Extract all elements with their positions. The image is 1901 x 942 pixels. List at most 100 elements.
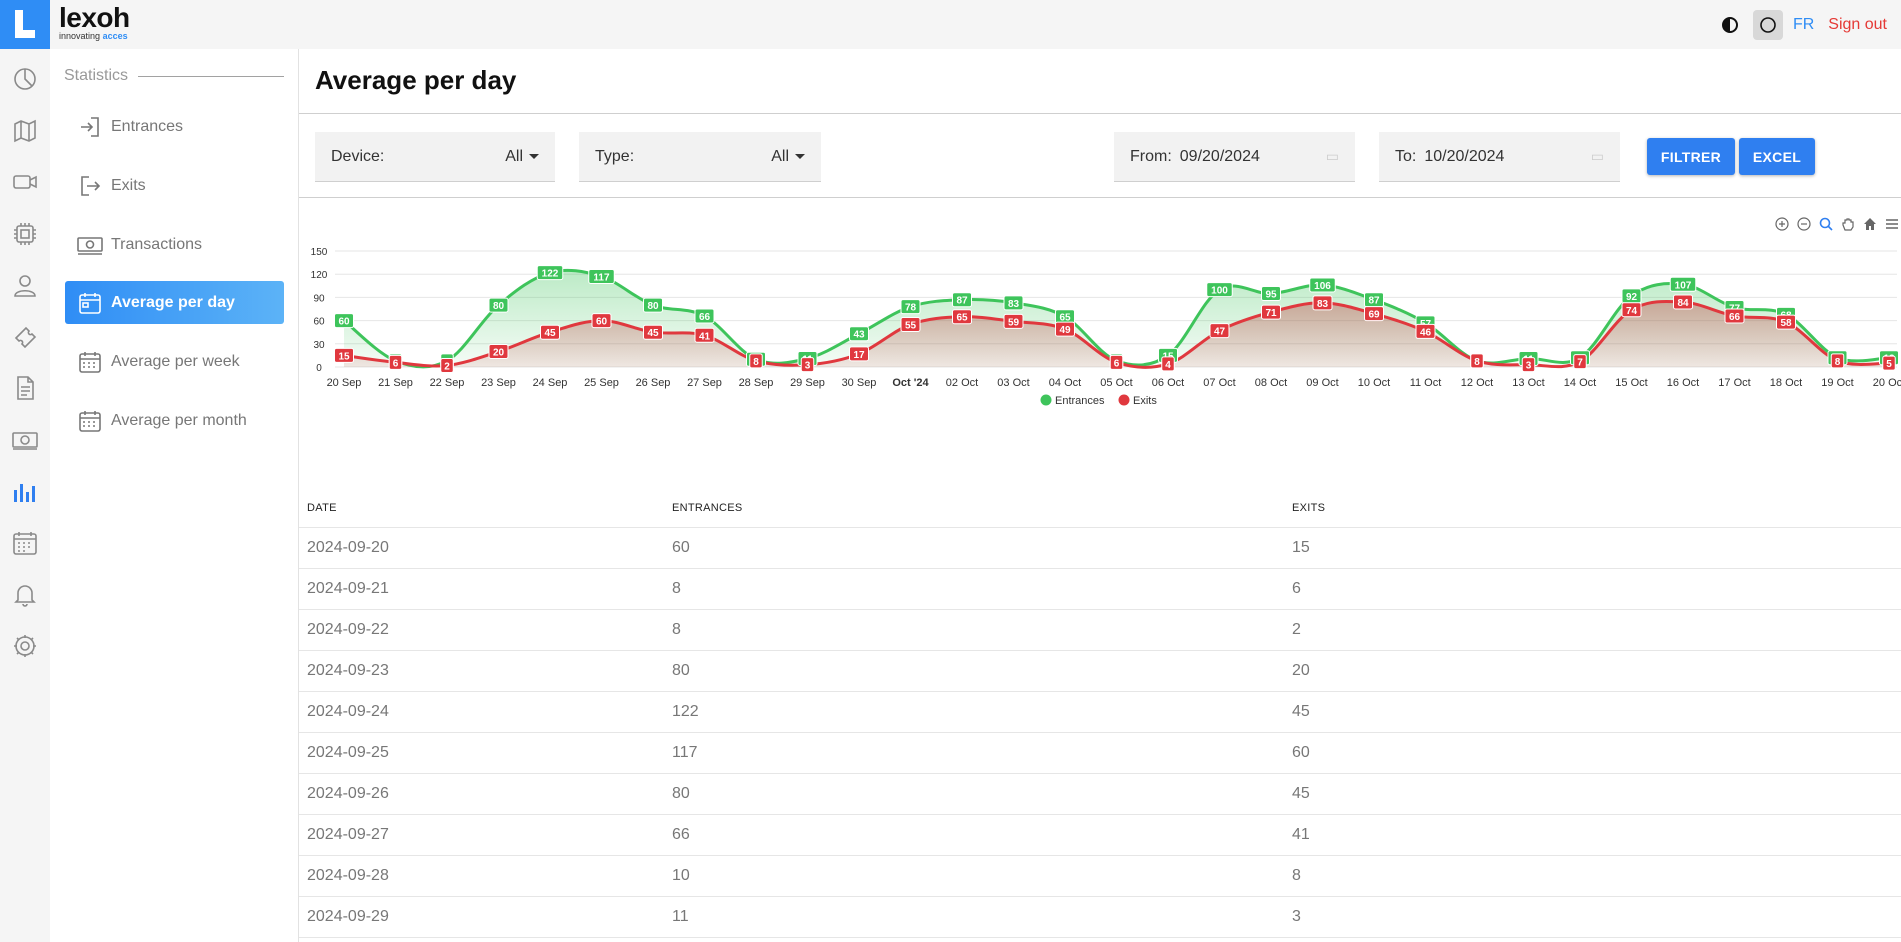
caret-down-icon <box>795 154 805 159</box>
settings-icon[interactable] <box>11 632 39 660</box>
chip-icon[interactable] <box>11 220 39 248</box>
exits-label-box <box>1003 313 1024 329</box>
nav-heading: Statistics <box>64 67 284 85</box>
nav-item-entrances[interactable]: Entrances <box>65 105 284 148</box>
home-icon[interactable] <box>1861 215 1879 233</box>
document-icon[interactable] <box>11 374 39 402</box>
nav-item-average-per-month[interactable]: Average per month <box>65 399 284 442</box>
cell-date: 2024-09-25 <box>307 744 389 761</box>
stats-table: DATE ENTRANCES EXITS 2024-09-20 60 15 2024-… <box>299 488 1901 942</box>
entrances-data-label: 43 <box>853 330 865 341</box>
table-row: 2024-09-23 80 20 <box>299 651 1901 692</box>
zoom-out-icon[interactable] <box>1795 215 1813 233</box>
nav-item-label: Exits <box>111 176 146 194</box>
circle-theme-icon[interactable] <box>1752 10 1783 40</box>
bar-chart-icon[interactable] <box>11 477 39 505</box>
logo-icon <box>15 10 35 38</box>
x-tick-label: 29 Sep <box>790 377 825 389</box>
entrances-data-label: 65 <box>1059 313 1071 324</box>
table-row: 2024-09-25 117 60 <box>299 733 1901 774</box>
language-toggle[interactable]: FR <box>1792 16 1815 33</box>
exits-label-box <box>1161 356 1175 372</box>
entrances-label-box <box>1003 295 1024 311</box>
exits-data-label: 46 <box>1420 327 1432 338</box>
calendar-picker-icon[interactable]: ▭ <box>1590 148 1604 164</box>
exits-label-box <box>1776 314 1796 330</box>
x-tick-label: 09 Oct <box>1306 377 1338 389</box>
contrast-icon[interactable] <box>1715 10 1745 40</box>
exits-data-label: 3 <box>1526 361 1532 372</box>
cell-exits: 8 <box>1292 867 1301 884</box>
x-tick-label: 13 Oct <box>1512 377 1544 389</box>
excel-button[interactable]: EXCEL <box>1739 138 1815 175</box>
zoom-in-icon[interactable] <box>1773 215 1791 233</box>
selection-zoom-icon[interactable] <box>1817 215 1835 233</box>
nav-item-exits[interactable]: Exits <box>65 164 284 207</box>
entrances-data-label: 66 <box>699 312 711 323</box>
cell-exits: 2 <box>1292 621 1301 638</box>
legend-label-entrances: Entrances <box>1055 395 1105 407</box>
type-select[interactable]: Type: All <box>579 132 821 182</box>
cell-date: 2024-09-20 <box>307 539 389 556</box>
exits-label-box <box>1470 353 1484 369</box>
calendar-icon[interactable] <box>11 529 39 557</box>
device-select[interactable]: Device: All <box>315 132 555 182</box>
from-date-field[interactable]: From: 09/20/2024 ▭ <box>1114 132 1355 182</box>
exits-data-label: 65 <box>956 313 968 324</box>
table-row: 2024-09-21 8 6 <box>299 569 1901 610</box>
map-icon[interactable] <box>11 117 39 145</box>
exits-data-label: 8 <box>1835 357 1841 368</box>
entrances-label-box <box>536 265 564 281</box>
ticket-icon[interactable] <box>11 323 39 351</box>
x-tick-label: 23 Sep <box>481 377 516 389</box>
cell-exits: 45 <box>1292 785 1310 802</box>
cell-date: 2024-09-24 <box>307 703 389 720</box>
cell-date: 2024-09-26 <box>307 785 389 802</box>
legend-marker-entrances <box>1040 394 1052 406</box>
calendar-month-icon <box>77 408 103 434</box>
exits-label-box <box>1312 295 1333 311</box>
logo-mark[interactable] <box>0 0 50 49</box>
exits-data-label: 58 <box>1780 318 1792 329</box>
calendar-week-icon <box>77 349 103 375</box>
nav-item-transactions[interactable]: Transactions <box>65 223 284 266</box>
camera-icon[interactable] <box>11 168 39 196</box>
exits-label-box <box>694 327 715 343</box>
table-row: 2024-09-20 60 15 <box>299 528 1901 569</box>
chart-pie-icon[interactable] <box>11 65 39 93</box>
cell-entrances: 80 <box>672 785 690 802</box>
entrances-data-label: 87 <box>956 296 968 307</box>
pan-hand-icon[interactable] <box>1839 215 1857 233</box>
user-icon[interactable] <box>11 271 39 299</box>
brand-tag-prefix: innovating <box>59 31 101 41</box>
x-tick-label: 25 Sep <box>584 377 619 389</box>
header-entrances: ENTRANCES <box>672 501 743 514</box>
table-row: 2024-09-27 66 41 <box>299 815 1901 856</box>
filter-button[interactable]: FILTRER <box>1647 138 1735 175</box>
device-value: All <box>505 147 523 165</box>
entrances-data-label: 80 <box>493 301 505 312</box>
statistics-nav: Statistics Entrances Exits Transactions … <box>50 49 299 942</box>
exits-data-label: 47 <box>1214 327 1226 338</box>
table-body: 2024-09-20 60 15 2024-09-21 8 6 2024-09-22 8 2 20… <box>299 528 1901 942</box>
calendar-picker-icon[interactable]: ▭ <box>1325 148 1339 164</box>
table-header: DATE ENTRANCES EXITS <box>299 488 1901 528</box>
cell-date: 2024-09-27 <box>307 826 389 843</box>
chart-canvas: 0306090120150608880122117806610114378878… <box>311 247 1901 407</box>
to-date-field[interactable]: To: 10/20/2024 ▭ <box>1379 132 1620 182</box>
exits-label-box <box>591 313 612 329</box>
divider <box>299 197 1901 198</box>
sign-out-link[interactable]: Sign out <box>1828 16 1887 33</box>
x-tick-label: 30 Sep <box>842 377 877 389</box>
money-icon[interactable] <box>11 426 39 454</box>
nav-item-average-per-week[interactable]: Average per week <box>65 340 284 383</box>
exits-label-box <box>1261 304 1281 320</box>
cell-exits: 15 <box>1292 539 1310 556</box>
exits-data-label: 45 <box>544 328 556 339</box>
nav-item-average-per-day[interactable]: Average per day <box>65 281 284 324</box>
table-row: 2024-09-28 10 8 <box>299 856 1901 897</box>
average-per-day-chart: 0306090120150608880122117806610114378878… <box>299 209 1901 487</box>
cell-exits: 3 <box>1292 908 1301 925</box>
menu-icon[interactable] <box>1883 215 1901 233</box>
bell-icon[interactable] <box>11 580 39 608</box>
